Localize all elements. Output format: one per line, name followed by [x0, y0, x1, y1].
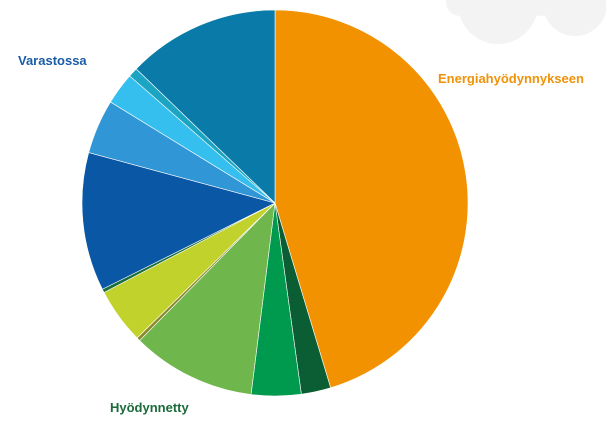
pie-slices	[81, 9, 469, 397]
series-label-hyodynnetty: Hyödynnetty	[110, 400, 189, 415]
pie-slice-0	[274, 9, 469, 389]
series-label-varastossa: Varastossa	[18, 53, 87, 68]
pie-slice-7	[81, 152, 276, 290]
pie-slice-11	[135, 9, 276, 204]
series-label-energiahyodynnykseen: Energiahyödynnykseen	[438, 71, 584, 86]
pie-slice-3	[139, 202, 276, 395]
background-gear-decoration	[446, 0, 606, 44]
